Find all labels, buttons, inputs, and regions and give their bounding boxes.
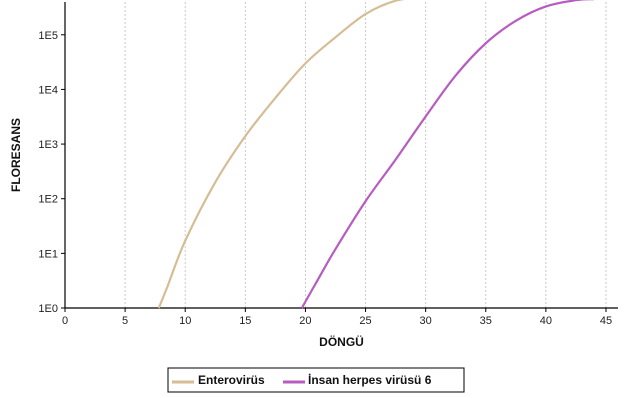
legend: Enterovirüs İnsan herpes virüsü 6 [167,367,465,393]
y-tick-label: 1E4 [38,84,58,96]
x-tick-label: 15 [239,315,251,327]
ticks-layer: 0 5 10 15 20 25 30 35 40 45 1E0 1E1 1E2 1E3 1E4 1E5 [38,30,612,327]
series-line-0 [157,0,404,309]
y-tick-label: 1E0 [38,303,58,315]
x-tick-label: 0 [62,315,68,327]
legend-box [167,367,465,393]
legend-label-herpes: İnsan herpes virüsü 6 [308,372,432,387]
series-layer [157,0,595,309]
y-tick-label: 1E1 [38,248,58,260]
axes-layer [64,2,618,309]
x-tick-label: 10 [179,315,191,327]
x-tick-label: 25 [359,315,371,327]
y-axis-title: FLORESANS [9,118,23,192]
x-tick-label: 5 [122,315,128,327]
x-axis-title: DÖNGÜ [319,334,364,349]
grid-layer [124,2,607,308]
x-tick-label: 35 [480,315,492,327]
x-tick-label: 20 [299,315,311,327]
x-tick-label: 45 [600,315,612,327]
legend-label-enterovirus: Enterovirüs [198,373,265,387]
y-tick-label: 1E5 [38,30,58,42]
y-tick-label: 1E3 [38,139,58,151]
y-tick-label: 1E2 [38,194,58,206]
series-line-1 [300,0,595,309]
x-tick-label: 40 [540,315,552,327]
x-tick-label: 30 [420,315,432,327]
